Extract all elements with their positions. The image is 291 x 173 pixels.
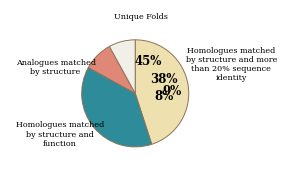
- Text: 45%: 45%: [135, 55, 162, 68]
- Text: 38%: 38%: [150, 73, 178, 86]
- Wedge shape: [88, 46, 135, 93]
- Text: 9%: 9%: [162, 85, 181, 98]
- Text: Homologues matched
by structure and more
than 20% sequence
identity: Homologues matched by structure and more…: [186, 47, 277, 82]
- Text: Analogues matched
by structure: Analogues matched by structure: [16, 59, 95, 76]
- Text: Homologues matched
by structure and
function: Homologues matched by structure and func…: [16, 121, 104, 148]
- Text: 8%: 8%: [155, 90, 174, 103]
- Wedge shape: [109, 40, 135, 93]
- Text: Unique Folds: Unique Folds: [114, 13, 168, 21]
- Wedge shape: [82, 68, 152, 147]
- Wedge shape: [135, 40, 189, 144]
